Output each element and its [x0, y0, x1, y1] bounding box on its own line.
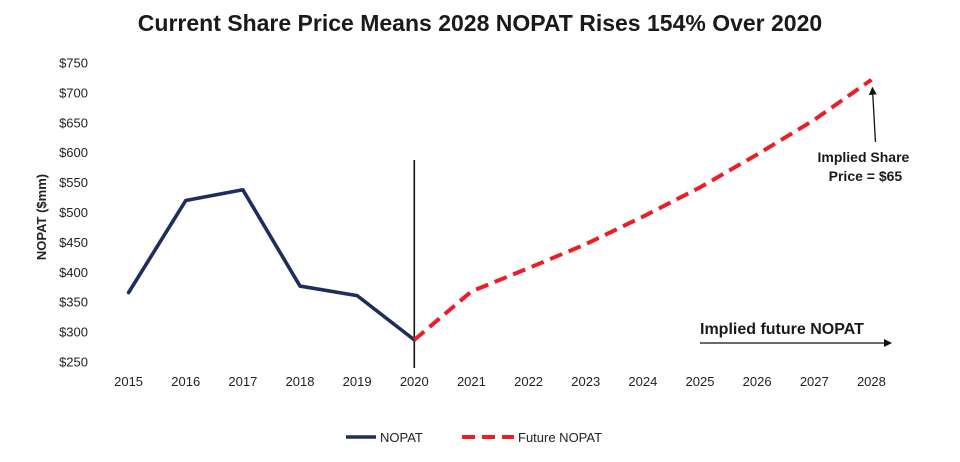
series-layer [126, 78, 873, 342]
x-tick-label: 2027 [800, 374, 829, 389]
y-tick-label: $250 [59, 355, 88, 370]
x-tick-label: 2024 [628, 374, 657, 389]
legend-label-nopat: NOPAT [380, 430, 423, 445]
y-tick-label: $700 [59, 85, 88, 100]
y-tick-label: $750 [59, 56, 88, 71]
share-price-annotation-line2: Price = $65 [829, 168, 903, 184]
annotation-layer: Implied Share Price = $65 Implied future… [700, 86, 910, 347]
x-tick-label: 2015 [114, 374, 143, 389]
x-tick-label: 2021 [457, 374, 486, 389]
y-axis-ticks: $250 $300 $350 $400 $450 $500 $550 $600 $650 $700… [59, 56, 88, 370]
x-tick-label: 2026 [743, 374, 772, 389]
y-tick-label: $650 [59, 115, 88, 130]
legend: NOPAT Future NOPAT [346, 430, 602, 445]
y-tick-label: $300 [59, 325, 88, 340]
y-tick-label: $400 [59, 265, 88, 280]
x-tick-label: 2028 [857, 374, 886, 389]
x-tick-label: 2016 [171, 374, 200, 389]
future-nopat-label: Implied future NOPAT [700, 321, 864, 338]
future-nopat-series-line [412, 78, 873, 342]
share-price-annotation-line1: Implied Share [818, 149, 910, 165]
x-tick-label: 2020 [400, 374, 429, 389]
y-tick-label: $350 [59, 295, 88, 310]
y-axis-label: NOPAT ($mm) [34, 174, 49, 260]
legend-label-future-nopat: Future NOPAT [518, 430, 602, 445]
y-tick-label: $600 [59, 145, 88, 160]
nopat-series-line [126, 187, 417, 342]
x-tick-label: 2023 [571, 374, 600, 389]
y-tick-label: $500 [59, 205, 88, 220]
x-tick-label: 2018 [286, 374, 315, 389]
x-tick-label: 2025 [686, 374, 715, 389]
y-tick-label: $450 [59, 235, 88, 250]
chart-title: Current Share Price Means 2028 NOPAT Ris… [138, 10, 822, 36]
x-tick-label: 2022 [514, 374, 543, 389]
x-tick-label: 2019 [343, 374, 372, 389]
x-tick-label: 2017 [228, 374, 257, 389]
x-axis-ticks: 2015 2016 2017 2018 2019 2020 2021 2022 2023 2024… [114, 374, 886, 389]
y-tick-label: $550 [59, 175, 88, 190]
annotation-arrow [868, 86, 877, 143]
